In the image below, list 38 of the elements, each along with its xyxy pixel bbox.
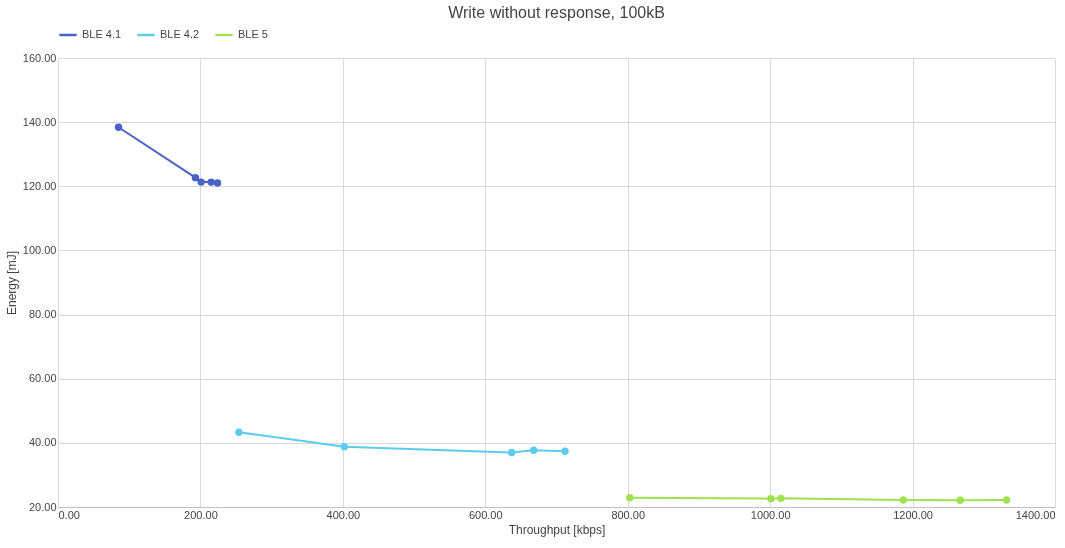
point <box>191 173 200 182</box>
x-tick-label: 0.00 <box>58 508 80 521</box>
y-tick-label: 100.00 <box>22 243 57 256</box>
x-tick-label: 800.00 <box>611 508 646 521</box>
point <box>899 496 908 504</box>
point <box>626 494 634 502</box>
x-tick-label: 400.00 <box>326 508 361 521</box>
y-tick-label: 160.00 <box>22 51 57 64</box>
point <box>956 496 964 504</box>
x-tick-label: 200.00 <box>184 508 218 521</box>
point <box>235 428 243 436</box>
legend-label: BLE 4.2 <box>160 28 200 40</box>
x-axis-title: Throughput [kbps] <box>508 522 606 537</box>
point <box>114 123 123 131</box>
y-tick-label: 80.00 <box>28 308 57 321</box>
x-tick-label: 1200.00 <box>893 508 933 521</box>
point <box>207 178 215 186</box>
x-tick-label: 1000.00 <box>750 508 791 521</box>
y-tick-label: 40.00 <box>28 436 57 449</box>
y-tick-label: 60.00 <box>28 372 57 385</box>
point <box>507 448 516 457</box>
x-tick-label: 1400.00 <box>1015 508 1056 521</box>
y-axis-title: Energy [mJ] <box>4 250 19 316</box>
y-tick-label: 120.00 <box>22 179 57 192</box>
x-tick-label: 600.00 <box>468 508 503 521</box>
legend-label: BLE 5 <box>238 28 268 40</box>
legend-label: BLE 4.1 <box>82 28 122 40</box>
point <box>213 179 222 187</box>
y-tick-label: 20.00 <box>28 500 57 513</box>
point <box>767 494 775 503</box>
point <box>777 494 785 503</box>
y-tick-label: 140.00 <box>22 115 57 128</box>
point <box>530 446 538 454</box>
point <box>197 178 205 186</box>
point <box>340 443 348 451</box>
point <box>561 447 569 455</box>
point <box>1002 496 1011 504</box>
chart-title: Write without response, 100kB <box>448 4 665 21</box>
